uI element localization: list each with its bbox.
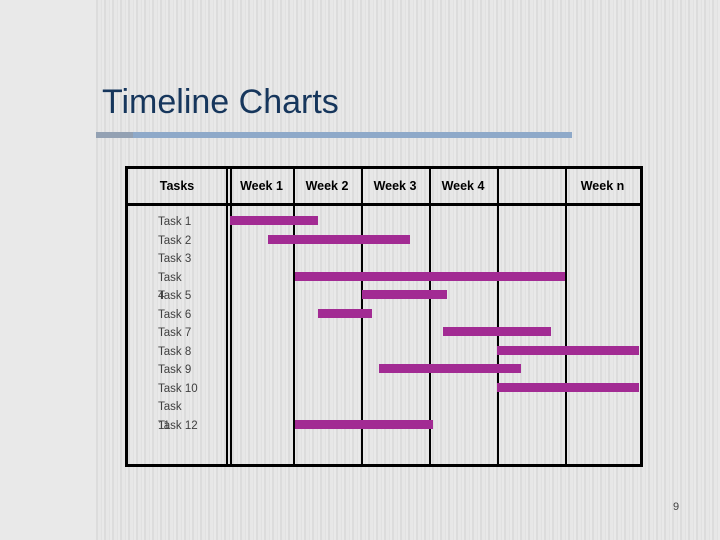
- background-stripes: [96, 0, 720, 540]
- slide-title: Timeline Charts: [102, 83, 339, 121]
- task-label-wrap: 4: [158, 290, 165, 302]
- task-label: Task 8: [158, 345, 192, 358]
- week-header-cell: Week 3: [373, 179, 417, 193]
- week-header-cell: [497, 169, 565, 203]
- header-separator-line: [128, 203, 640, 206]
- week-header-cell: Week 2: [305, 179, 349, 193]
- title-underline: [96, 132, 572, 138]
- gantt-bar: [267, 234, 410, 244]
- double-gridline: [230, 169, 232, 464]
- task-label: Task 6: [158, 308, 192, 321]
- gantt-bar: [230, 216, 319, 225]
- gantt-bar: [443, 327, 552, 336]
- task-label: Task 1: [158, 216, 192, 228]
- task-label: Task 9: [158, 364, 192, 376]
- gantt-bar: [497, 382, 640, 392]
- week-header-cell: Week 4: [441, 179, 485, 193]
- task-label: Task 2: [158, 234, 192, 247]
- task-label: Task 5: [158, 290, 192, 302]
- page-number: 9: [673, 501, 680, 513]
- column-gridline: [429, 169, 431, 464]
- column-gridline: [565, 169, 567, 464]
- task-label: Task 3: [158, 253, 192, 265]
- gantt-bar: [497, 345, 640, 355]
- task-label: Task 12: [158, 419, 198, 432]
- gantt-bar: [294, 419, 434, 429]
- task-label-wrap: 11: [158, 419, 170, 432]
- gantt-bar: [362, 290, 447, 299]
- gantt-bar: [318, 308, 373, 318]
- task-label: Task 10: [158, 382, 198, 395]
- week-header-cell: Week 1: [240, 179, 283, 193]
- gantt-table: Tasks Week 1 Week 2 Week 3 Week 4 Week n Task…: [125, 166, 643, 467]
- column-gridline: [497, 169, 499, 464]
- double-gridline: [226, 169, 228, 464]
- task-label: Task: [158, 271, 182, 284]
- gantt-bar: [379, 364, 522, 373]
- task-label: Task: [158, 401, 182, 413]
- gantt-bar: [294, 271, 565, 281]
- task-label: Task 7: [158, 327, 192, 339]
- tasks-column-header: Tasks: [159, 179, 195, 193]
- column-gridline: [293, 169, 295, 464]
- week-header-cell: Week n: [580, 179, 625, 193]
